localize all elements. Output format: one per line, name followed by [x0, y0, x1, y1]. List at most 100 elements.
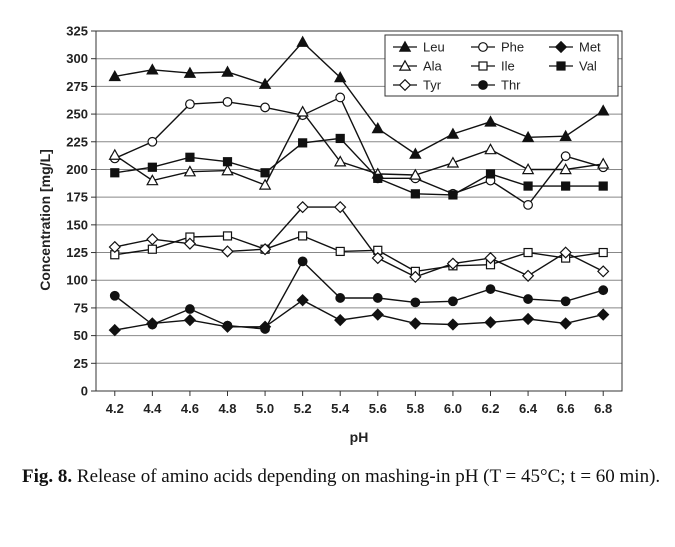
data-point-phe [335, 92, 346, 103]
y-tick-label: 225 [66, 134, 88, 149]
y-tick-label: 75 [74, 300, 88, 315]
data-point-tyr [559, 246, 572, 259]
data-point-leu [596, 104, 610, 116]
series-thr [109, 256, 609, 334]
data-point-val [185, 152, 195, 162]
legend-item-phe: Phe [471, 40, 524, 55]
x-tick-label: 6.8 [594, 401, 612, 416]
legend-item-met: Met [549, 40, 601, 55]
data-point-phe [260, 102, 270, 113]
data-point-ala [446, 156, 460, 168]
series-line-ala [114, 110, 604, 186]
legend-item-val: Val [549, 59, 597, 74]
data-point-val [260, 168, 270, 178]
data-point-leu [333, 71, 347, 83]
data-point-tyr [183, 237, 197, 250]
data-point-phe [222, 96, 233, 107]
data-point-met [409, 317, 422, 330]
x-tick-label: 4.8 [218, 401, 236, 416]
x-tick-label: 6.6 [557, 401, 575, 416]
x-tick-label: 5.0 [256, 401, 274, 416]
legend-item-leu: Leu [393, 40, 445, 55]
y-tick-label: 325 [66, 24, 88, 39]
data-point-met [371, 308, 384, 321]
data-point-met [521, 312, 535, 326]
data-point-val [485, 169, 496, 179]
data-point-leu [258, 77, 272, 89]
data-point-tyr [371, 251, 384, 265]
data-point-thr [448, 296, 458, 307]
data-point-tyr [521, 269, 535, 282]
data-point-thr [560, 296, 571, 307]
data-point-val [298, 138, 308, 148]
data-point-tyr [296, 200, 309, 214]
legend-item-tyr: Tyr [393, 78, 442, 93]
x-tick-label: 6.2 [481, 401, 499, 416]
data-point-ala [521, 163, 535, 175]
legend-label: Val [579, 59, 597, 74]
data-point-leu [409, 147, 422, 159]
series-line-val [114, 137, 604, 196]
legend-label: Ala [423, 59, 443, 74]
data-point-ala [296, 105, 309, 117]
series-leu [108, 35, 610, 159]
data-point-met [334, 313, 347, 327]
data-point-thr [523, 294, 533, 304]
series-line-met [114, 299, 604, 331]
data-point-thr [598, 285, 609, 296]
data-point-val [373, 173, 383, 183]
data-point-tyr [146, 233, 159, 246]
y-tick-label: 0 [81, 384, 88, 399]
plot-area-frame [95, 30, 623, 392]
y-tick-label: 300 [66, 51, 88, 66]
x-tick-label: 5.6 [369, 401, 387, 416]
legend-marker [398, 59, 412, 71]
series-val [110, 133, 608, 200]
data-point-thr [222, 320, 233, 331]
data-point-leu [296, 35, 309, 47]
data-point-ile [298, 231, 308, 241]
data-point-thr [260, 324, 270, 334]
series-line-leu [114, 41, 604, 155]
legend-label: Leu [423, 40, 445, 55]
data-point-ala [108, 148, 122, 160]
data-point-val [335, 133, 345, 144]
data-point-ala [333, 155, 347, 167]
data-point-thr [335, 293, 346, 303]
legend-marker [398, 40, 412, 52]
data-point-leu [108, 69, 122, 82]
series-layer [108, 35, 610, 337]
data-point-tyr [484, 251, 497, 265]
series-tyr [108, 200, 610, 284]
data-point-tyr [108, 240, 121, 254]
legend-item-ala: Ala [393, 59, 443, 74]
data-point-met [484, 316, 497, 329]
data-point-val [561, 181, 571, 191]
data-point-phe [147, 136, 158, 147]
data-point-ile [222, 231, 233, 241]
legend: Leu Phe Met Ala Ile Val Tyr Thr [384, 34, 619, 97]
data-point-met [296, 294, 309, 307]
data-point-thr [147, 319, 158, 330]
y-tick-label: 50 [74, 328, 88, 343]
data-point-tyr [409, 270, 422, 284]
y-tick-label: 100 [66, 273, 88, 288]
data-point-tyr [446, 257, 460, 270]
data-point-ala [221, 164, 234, 176]
figure-caption: Fig. 8. Release of amino acids depending… [22, 464, 662, 489]
data-point-val [448, 190, 458, 200]
figure-caption-text: Release of amino acids depending on mash… [72, 466, 661, 487]
data-point-met [183, 313, 197, 327]
series-line-tyr [114, 206, 604, 278]
data-point-met [446, 318, 460, 331]
y-tick-label: 175 [66, 190, 88, 205]
x-tick-label: 5.8 [406, 401, 424, 416]
data-point-tyr [597, 265, 610, 278]
legend-marker [478, 42, 488, 52]
data-point-ala [258, 178, 272, 190]
x-tick-label: 4.6 [181, 401, 199, 416]
data-point-phe [560, 151, 571, 162]
data-point-ala [183, 165, 197, 177]
series-phe [109, 92, 609, 210]
data-point-thr [410, 297, 421, 308]
